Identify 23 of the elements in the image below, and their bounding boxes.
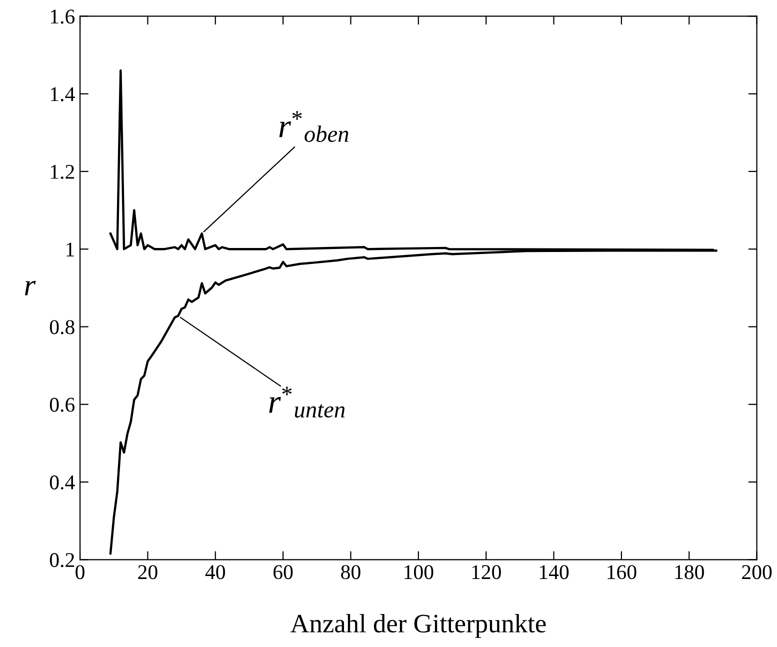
y-tick-label: 1 [66, 242, 74, 256]
x-tick-label: 100 [404, 565, 434, 580]
y-tick-label: 0.2 [50, 553, 74, 568]
x-tick-label: 0 [76, 565, 84, 580]
x-tick-label: 40 [205, 565, 226, 580]
y-axis-title: r [24, 280, 36, 296]
y-tick-label: 1.6 [50, 10, 75, 24]
x-tick-label: 160 [608, 565, 636, 580]
x-tick-label: 120 [472, 565, 501, 580]
x-tick-label: 140 [540, 565, 569, 580]
x-tick-label: 80 [341, 565, 360, 580]
x-tick-label: 200 [742, 565, 772, 580]
y-tick-label: 0.4 [50, 475, 75, 490]
y-tick-label: 0.6 [50, 398, 75, 412]
x-axis-title: Anzahl der Gitterpunkte [290, 614, 546, 638]
annotation: r$^{*}$$_{unten}$ [269, 386, 345, 418]
annotation: r$^{*}$$_{oben}$ [279, 111, 348, 142]
y-tick-label: 1.2 [50, 164, 74, 179]
y-tick-label: 0.8 [50, 320, 74, 334]
y-tick-label: 1.4 [50, 87, 75, 102]
x-tick-label: 20 [138, 565, 158, 580]
x-tick-label: 60 [274, 565, 293, 580]
x-tick-label: 180 [675, 565, 704, 580]
